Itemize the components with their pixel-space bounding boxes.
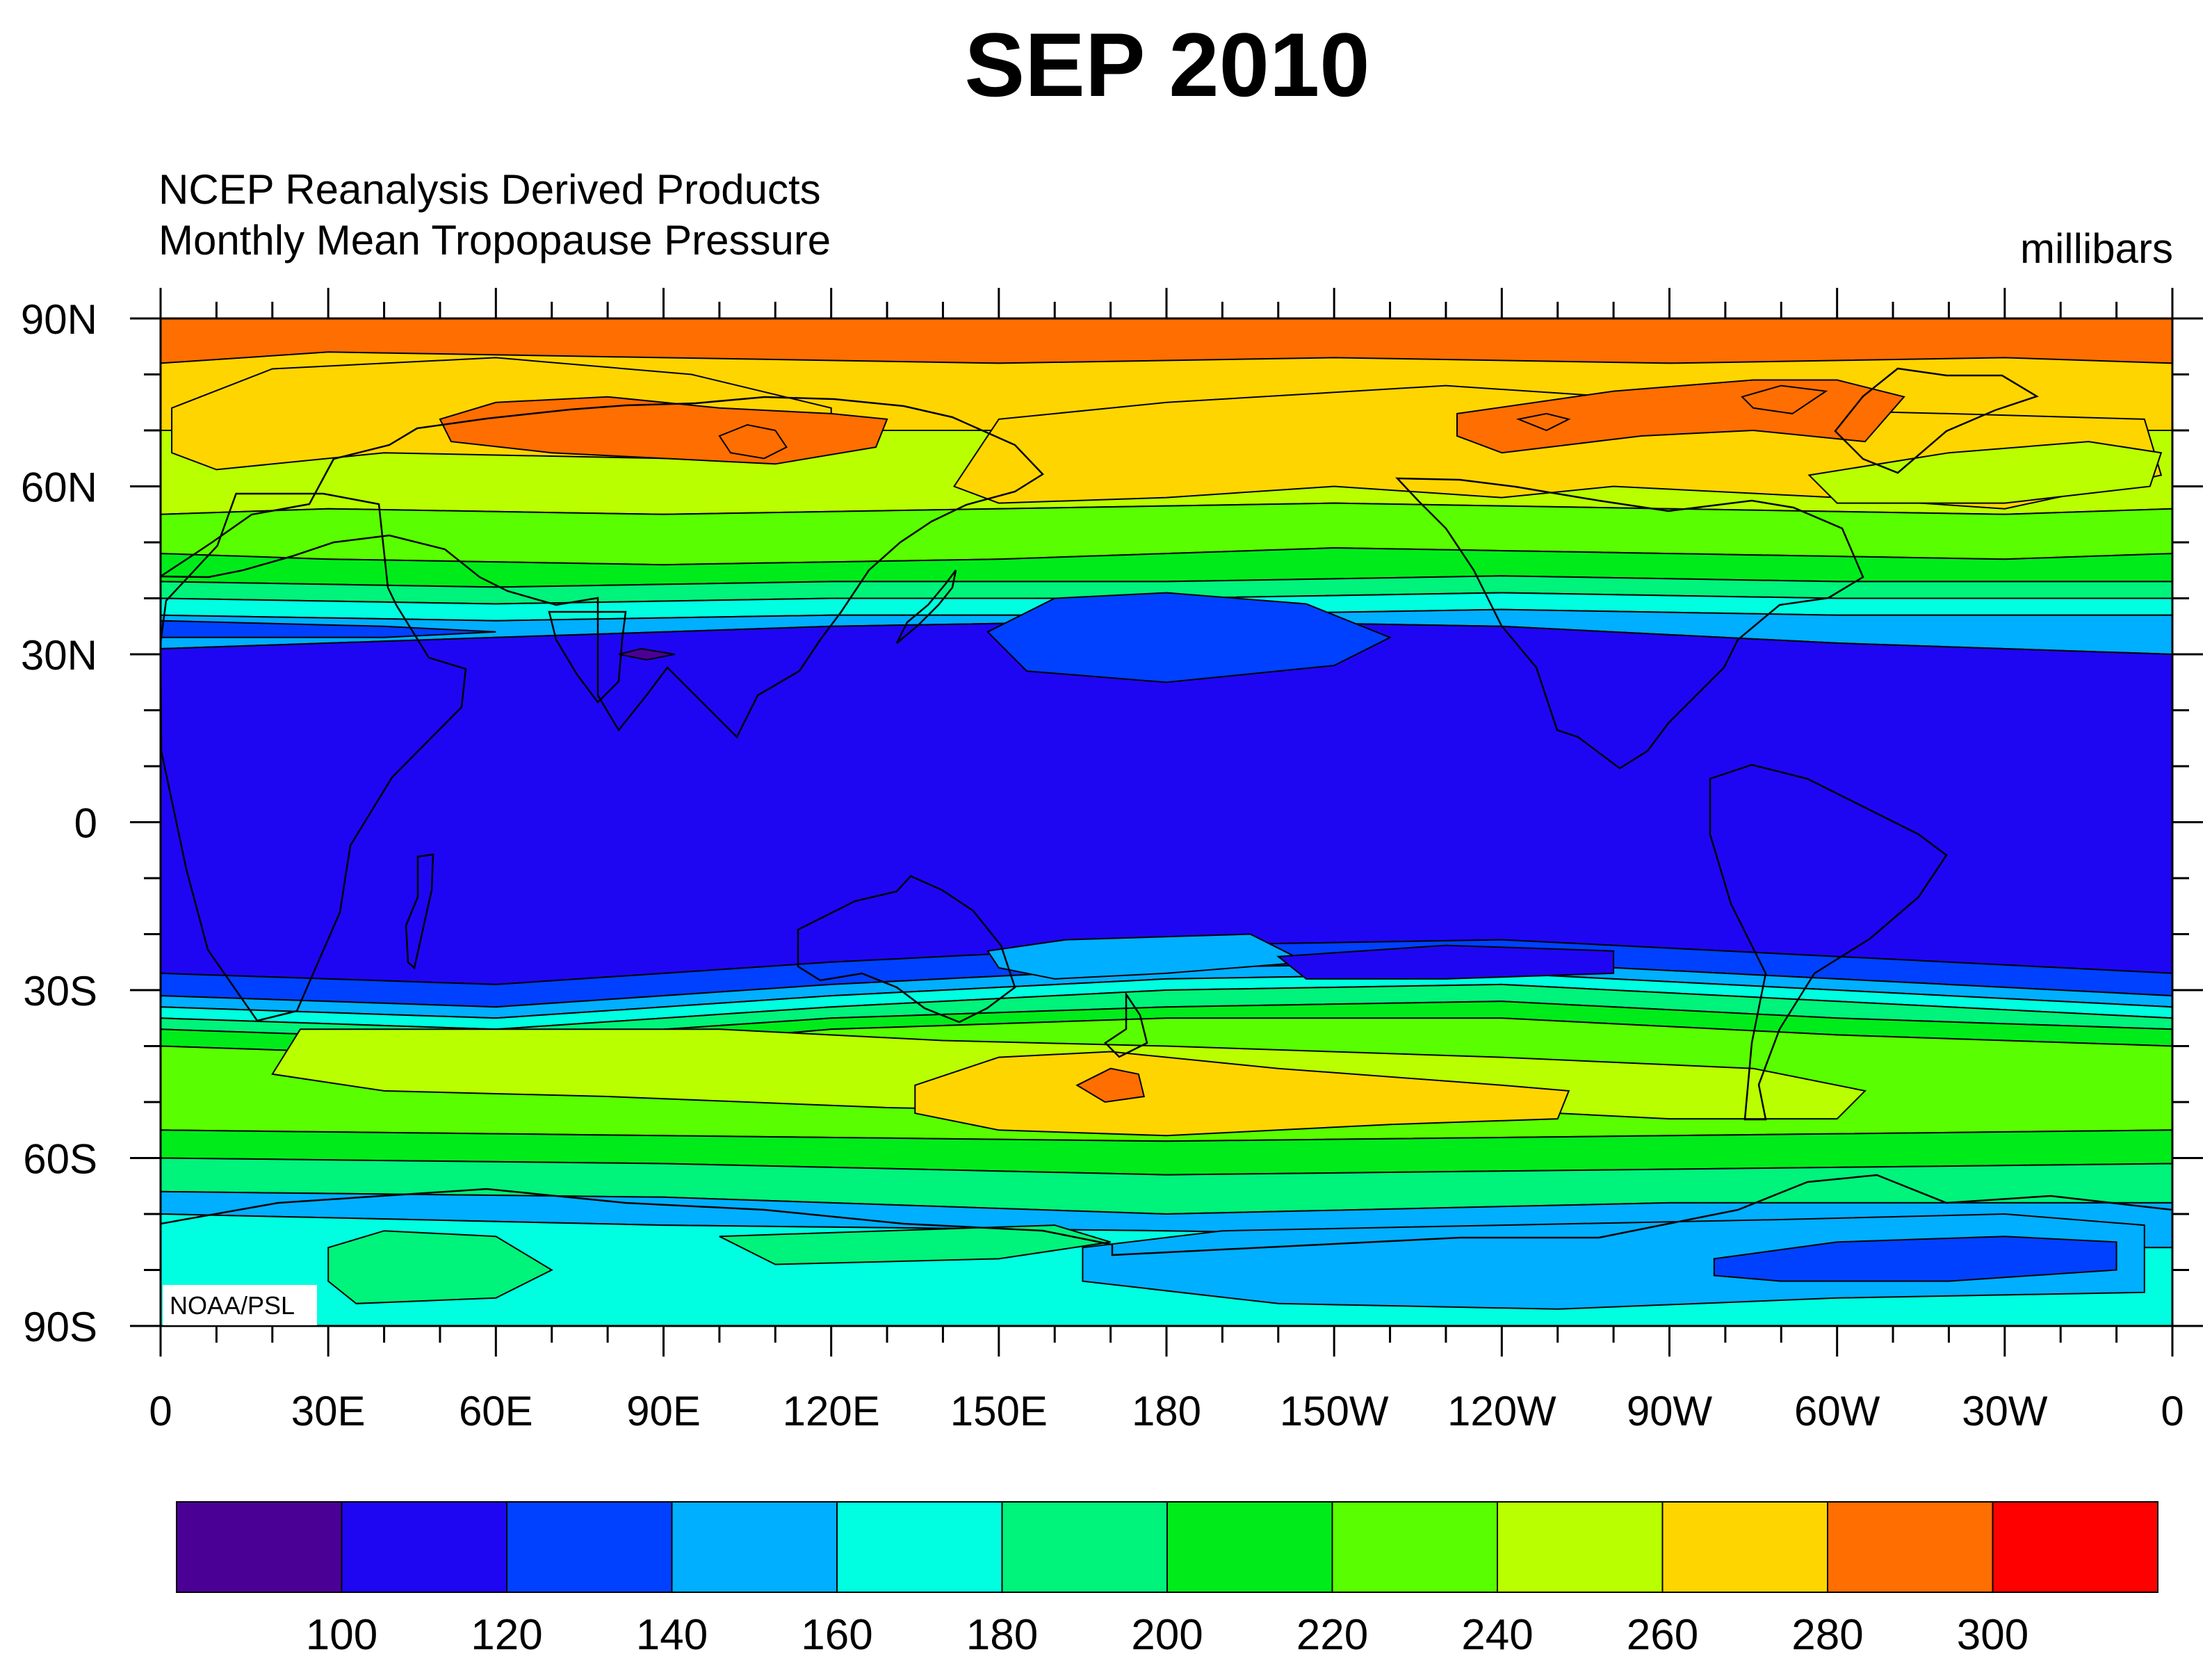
lat-label: 90N <box>21 296 97 343</box>
lon-label: 180 <box>1132 1388 1201 1434</box>
colorbar-swatch-4 <box>836 1501 1003 1593</box>
contour-blob-16 <box>327 1230 553 1304</box>
colorbar-swatch-9 <box>1661 1501 1828 1593</box>
axis-ticks <box>130 288 2203 1357</box>
contour-blob-4 <box>1807 441 2163 504</box>
contour-blob-14 <box>161 620 496 638</box>
colorbar-label: 200 <box>1131 1611 1203 1659</box>
lon-label: 60E <box>459 1388 533 1434</box>
colorbar-swatch-1 <box>341 1501 507 1593</box>
contour-blob-18 <box>1082 1213 2145 1310</box>
contour-band-0 <box>161 318 2172 364</box>
lon-label: 0 <box>149 1388 172 1434</box>
colorbar-label: 180 <box>966 1611 1038 1659</box>
contour-blob-6 <box>1741 385 1828 414</box>
latitude-labels: 90N 60N 30N 0 30S 60S 90S <box>21 296 97 1350</box>
colorbar-label: 240 <box>1461 1611 1533 1659</box>
colorbar-swatch-0 <box>176 1501 343 1593</box>
lat-label: 60N <box>21 464 97 511</box>
subtitle-line-2: Monthly Mean Tropopause Pressure <box>158 217 831 264</box>
colorbar-label: 300 <box>1957 1611 2028 1659</box>
contour-blob-2 <box>718 423 788 460</box>
contour-blob-15 <box>618 647 675 661</box>
lon-label: 120E <box>783 1388 880 1434</box>
lon-label: 30E <box>291 1388 366 1434</box>
lon-label: 150E <box>950 1388 1048 1434</box>
colorbar-label: 160 <box>801 1611 872 1659</box>
colorbar-label: 120 <box>471 1611 542 1659</box>
colorbar-swatch-10 <box>1827 1501 1994 1593</box>
lon-label: 120W <box>1447 1388 1556 1434</box>
longitude-labels: 0 30E 60E 90E 120E 150E 180 150W 120W 90W 60W 30W 0 <box>149 1388 2183 1434</box>
colorbar-label: 260 <box>1627 1611 1698 1659</box>
colorbar-swatch-5 <box>1001 1501 1168 1593</box>
colorbar-label: 280 <box>1791 1611 1863 1659</box>
lon-label: 150W <box>1280 1388 1389 1434</box>
colorbar-label: 220 <box>1296 1611 1368 1659</box>
colorbar-swatch-3 <box>671 1501 838 1593</box>
lat-label: 30S <box>23 968 97 1014</box>
credit-box: NOAA/PSL <box>163 1285 317 1325</box>
colorbar-swatch-2 <box>506 1501 673 1593</box>
colorbar-label: 140 <box>636 1611 708 1659</box>
contour-blob-9 <box>914 1051 1570 1137</box>
contour-blobs <box>161 357 2163 1310</box>
contour-blob-17 <box>719 1224 1111 1265</box>
contour-blob-12 <box>1276 944 1615 980</box>
contour-blob-10 <box>1075 1067 1146 1103</box>
contour-blob-19 <box>1713 1236 2117 1282</box>
lon-label: 0 <box>2161 1388 2183 1434</box>
lon-label: 90W <box>1627 1388 1713 1434</box>
colorbar-swatch-8 <box>1497 1501 1664 1593</box>
colorbar-swatch-6 <box>1166 1501 1333 1593</box>
contour-blob-13 <box>986 592 1392 683</box>
colorbar <box>176 1501 2158 1593</box>
colorbar-swatch-7 <box>1331 1501 1498 1593</box>
lat-label: 90S <box>23 1304 97 1350</box>
lon-label: 90E <box>626 1388 701 1434</box>
colorbar-labels: 100 120 140 160 180 200 220 240 260 280 300 <box>306 1611 2028 1659</box>
credit-label: NOAA/PSL <box>170 1291 295 1320</box>
lon-label: 30W <box>1962 1388 2048 1434</box>
subtitle-line-1: NCEP Reanalysis Derived Products <box>158 166 821 213</box>
lat-label: 30N <box>21 632 97 679</box>
map-area <box>161 318 2172 1326</box>
colorbar-swatch-11 <box>1992 1501 2158 1593</box>
lat-label: 60S <box>23 1136 97 1183</box>
lat-label: 0 <box>74 800 97 847</box>
contour-blob-7 <box>1515 412 1571 432</box>
colorbar-label: 100 <box>306 1611 377 1659</box>
units-label: millibars <box>2020 225 2173 272</box>
figure-title: SEP 2010 <box>964 14 1369 115</box>
lon-label: 60W <box>1794 1388 1880 1434</box>
